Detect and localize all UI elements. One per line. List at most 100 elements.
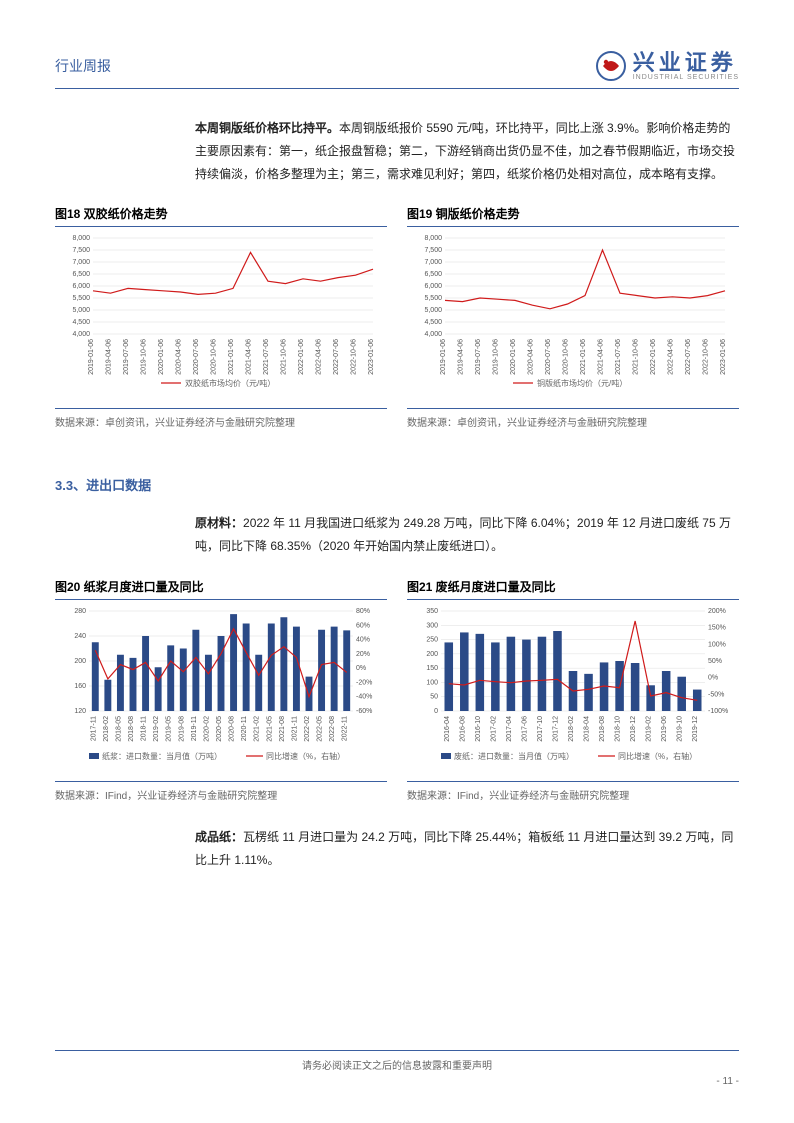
svg-text:7,000: 7,000 — [424, 259, 442, 266]
svg-text:2019-02: 2019-02 — [646, 716, 653, 742]
svg-text:4,000: 4,000 — [424, 331, 442, 338]
svg-text:2020-07-06: 2020-07-06 — [193, 339, 200, 375]
logo-icon — [595, 50, 627, 82]
svg-text:0%: 0% — [356, 665, 366, 672]
svg-text:100%: 100% — [708, 641, 726, 648]
svg-text:2019-02: 2019-02 — [153, 716, 160, 742]
svg-text:120: 120 — [74, 708, 86, 715]
chart-21: 050100150200250300350-100%-50%0%50%100%1… — [407, 605, 739, 765]
svg-text:150%: 150% — [708, 625, 726, 632]
chart-19-source: 数据来源：卓创资讯，兴业证券经济与金融研究院整理 — [407, 414, 739, 429]
svg-text:2021-10-06: 2021-10-06 — [633, 339, 640, 375]
svg-text:0: 0 — [434, 708, 438, 715]
divider — [55, 599, 387, 600]
svg-text:2022-10-06: 2022-10-06 — [351, 339, 358, 375]
svg-text:2021-07-06: 2021-07-06 — [263, 339, 270, 375]
chart-19-box: 图19 铜版纸价格走势 4,0004,5005,0005,5006,0006,5… — [407, 205, 739, 397]
svg-text:8,000: 8,000 — [424, 235, 442, 242]
para3-bold: 成品纸： — [195, 830, 243, 844]
svg-text:6,500: 6,500 — [424, 271, 442, 278]
svg-text:-100%: -100% — [708, 708, 728, 715]
svg-text:250: 250 — [426, 637, 438, 644]
svg-text:2022-07-06: 2022-07-06 — [685, 339, 692, 375]
svg-text:2019-07-06: 2019-07-06 — [475, 339, 482, 375]
page-footer: 请务必阅读正文之后的信息披露和重要声明 - 11 - — [55, 1050, 739, 1087]
svg-text:2017-12: 2017-12 — [552, 716, 559, 742]
header-category: 行业周报 — [55, 56, 111, 76]
svg-text:5,000: 5,000 — [72, 307, 90, 314]
para2-bold: 原材料： — [195, 516, 243, 530]
chart-18: 4,0004,5005,0005,5006,0006,5007,0007,500… — [55, 232, 387, 392]
svg-text:20%: 20% — [356, 651, 370, 658]
svg-text:2022-02: 2022-02 — [304, 716, 311, 742]
svg-text:2018-08: 2018-08 — [599, 716, 606, 742]
svg-text:50: 50 — [430, 694, 438, 701]
svg-text:2018-12: 2018-12 — [630, 716, 637, 742]
svg-text:2017-02: 2017-02 — [490, 716, 497, 742]
chart-20-title: 图20 纸浆月度进口量及同比 — [55, 578, 387, 595]
svg-text:7,000: 7,000 — [72, 259, 90, 266]
chart-19-title: 图19 铜版纸价格走势 — [407, 205, 739, 222]
footer-disclaimer: 请务必阅读正文之后的信息披露和重要声明 — [55, 1057, 739, 1072]
chart-20-box: 图20 纸浆月度进口量及同比 120160200240280-60%-40%-2… — [55, 578, 387, 770]
chart-20: 120160200240280-60%-40%-20%0%20%40%60%80… — [55, 605, 387, 765]
svg-text:7,500: 7,500 — [72, 247, 90, 254]
chart-20-source: 数据来源：IFind，兴业证券经济与金融研究院整理 — [55, 787, 387, 802]
page-header: 行业周报 兴业证券 INDUSTRIAL SECURITIES — [55, 50, 739, 89]
svg-text:2020-05: 2020-05 — [216, 716, 223, 742]
svg-text:0%: 0% — [708, 675, 718, 682]
svg-text:2021-10-06: 2021-10-06 — [281, 339, 288, 375]
svg-text:2021-11: 2021-11 — [291, 716, 298, 741]
svg-text:2019-10-06: 2019-10-06 — [493, 339, 500, 375]
svg-text:同比增速（%，右轴）: 同比增速（%，右轴） — [618, 751, 697, 761]
svg-text:2021-05: 2021-05 — [266, 716, 273, 742]
svg-text:7,500: 7,500 — [424, 247, 442, 254]
svg-text:2017-11: 2017-11 — [90, 716, 97, 741]
svg-text:2020-10-06: 2020-10-06 — [211, 339, 218, 375]
chart-19: 4,0004,5005,0005,5006,0006,5007,0007,500… — [407, 232, 739, 392]
svg-text:2022-05: 2022-05 — [317, 716, 324, 742]
svg-text:50%: 50% — [708, 658, 722, 665]
svg-text:2019-08: 2019-08 — [178, 716, 185, 742]
section-3-3-title: 3.3、进出口数据 — [55, 475, 739, 494]
svg-text:80%: 80% — [356, 608, 370, 615]
chart-21-box: 图21 废纸月度进口量及同比 050100150200250300350-100… — [407, 578, 739, 770]
svg-text:40%: 40% — [356, 637, 370, 644]
svg-text:2019-01-06: 2019-01-06 — [440, 339, 447, 375]
para3-rest: 瓦楞纸 11 月进口量为 24.2 万吨，同比下降 25.44%；箱板纸 11 … — [195, 830, 733, 867]
chart-21-source: 数据来源：IFind，兴业证券经济与金融研究院整理 — [407, 787, 739, 802]
svg-text:2022-07-06: 2022-07-06 — [333, 339, 340, 375]
svg-text:5,000: 5,000 — [424, 307, 442, 314]
svg-text:2018-04: 2018-04 — [584, 716, 591, 742]
svg-text:2022-01-06: 2022-01-06 — [650, 339, 657, 375]
svg-text:2022-04-06: 2022-04-06 — [316, 339, 323, 375]
svg-text:4,500: 4,500 — [424, 319, 442, 326]
company-logo: 兴业证券 INDUSTRIAL SECURITIES — [595, 50, 739, 82]
logo-text-en: INDUSTRIAL SECURITIES — [633, 74, 739, 81]
svg-text:2019-04-06: 2019-04-06 — [458, 339, 465, 375]
page-number: - 11 - — [55, 1076, 739, 1087]
svg-text:300: 300 — [426, 622, 438, 629]
svg-text:2022-01-06: 2022-01-06 — [298, 339, 305, 375]
svg-text:4,000: 4,000 — [72, 331, 90, 338]
svg-text:2021-04-06: 2021-04-06 — [246, 339, 253, 375]
svg-text:2023-01-06: 2023-01-06 — [720, 339, 727, 375]
svg-text:2020-11: 2020-11 — [241, 716, 248, 741]
svg-text:2016-10: 2016-10 — [475, 716, 482, 742]
logo-text-cn: 兴业证券 — [633, 52, 739, 74]
svg-text:350: 350 — [426, 608, 438, 615]
svg-text:2020-04-06: 2020-04-06 — [528, 339, 535, 375]
svg-text:纸浆：进口数量：当月值（万吨）: 纸浆：进口数量：当月值（万吨） — [102, 751, 222, 761]
svg-text:-60%: -60% — [356, 708, 372, 715]
svg-text:-20%: -20% — [356, 679, 372, 686]
svg-text:6,500: 6,500 — [72, 271, 90, 278]
svg-text:2020-10-06: 2020-10-06 — [563, 339, 570, 375]
svg-text:2021-02: 2021-02 — [254, 716, 261, 742]
para2-rest: 2022 年 11 月我国进口纸浆为 249.28 万吨，同比下降 6.04%；… — [195, 516, 731, 553]
chart-21-title: 图21 废纸月度进口量及同比 — [407, 578, 739, 595]
svg-text:2016-04: 2016-04 — [444, 716, 451, 742]
svg-text:2019-05: 2019-05 — [166, 716, 173, 742]
svg-text:2019-04-06: 2019-04-06 — [106, 339, 113, 375]
divider — [407, 599, 739, 600]
chart-18-source: 数据来源：卓创资讯，兴业证券经济与金融研究院整理 — [55, 414, 387, 429]
